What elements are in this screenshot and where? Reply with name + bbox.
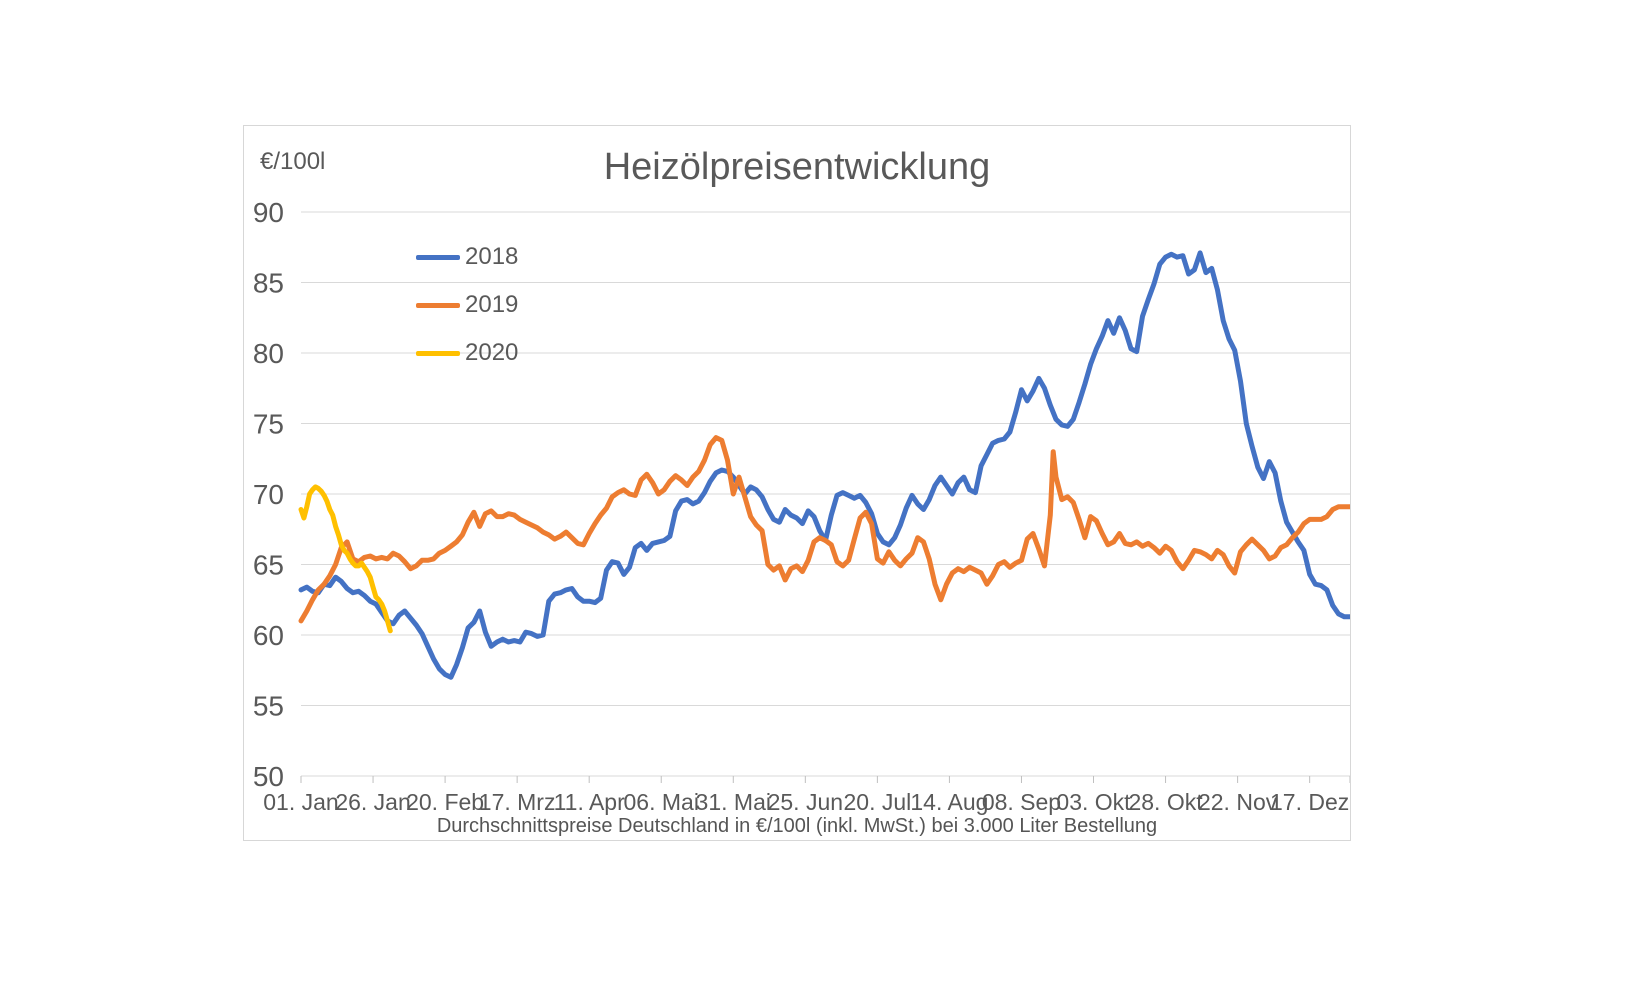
y-axis-tick-label: 80 (253, 338, 284, 369)
x-axis-tick-label: 03. Okt (1056, 789, 1131, 815)
legend-label-2019: 2019 (465, 291, 519, 318)
legend-item-2020: 2020 (416, 329, 518, 377)
y-axis-unit-label: €/100l (260, 148, 326, 175)
y-axis-tick-label: 50 (253, 761, 284, 792)
y-axis-tick-label: 90 (253, 197, 284, 228)
series-line-2020 (298, 484, 393, 634)
x-axis-tick-label: 28. Okt (1128, 789, 1203, 815)
x-axis-tick-label: 22. Nov (1198, 789, 1278, 815)
chart-title: Heizölpreisentwicklung (603, 146, 991, 188)
y-axis-tick-label: 55 (253, 691, 284, 722)
legend-swatch-2018-icon (416, 254, 460, 260)
x-axis-tick-label: 20. Jul (843, 789, 911, 815)
x-axis-tick-label: 26. Jan (335, 789, 410, 815)
legend: 2018 2019 2020 (416, 233, 518, 377)
legend-swatch-2020-icon (416, 350, 460, 356)
y-axis-tick-label: 75 (253, 409, 284, 440)
chart-caption: Durchschnittspreise Deutschland in €/100… (436, 815, 1158, 837)
x-axis-tick-label: 17. Mrz (479, 789, 556, 815)
x-axis-tick-label: 01. Jan (263, 789, 338, 815)
y-axis-tick-label: 70 (253, 479, 284, 510)
y-axis-tick-label: 60 (253, 620, 284, 651)
x-axis-tick-label: 06. Mai (624, 789, 699, 815)
legend-item-2018: 2018 (416, 233, 518, 281)
legend-item-2019: 2019 (416, 281, 518, 329)
x-axis-tick-label: 25. Jun (768, 789, 843, 815)
series-line-2019 (298, 435, 1350, 624)
x-axis-tick-label: 11. Apr (554, 789, 626, 815)
chart-frame: 50 55 60 65 70 75 80 85 90 01. Jan 26. Jan 20. Feb 1… (243, 125, 1351, 841)
legend-swatch-2019-icon (416, 302, 460, 308)
x-axis-tick-label: 14. Aug (910, 789, 988, 815)
y-axis-tick-label: 65 (253, 550, 284, 581)
x-axis-tick-label: 20. Feb (406, 789, 484, 815)
y-axis-tick-label: 85 (253, 268, 284, 299)
x-axis-tick-label: 08. Sep (982, 789, 1061, 815)
x-axis-tick-label: 17. Dez (1270, 789, 1349, 815)
legend-label-2018: 2018 (465, 243, 519, 270)
legend-label-2020: 2020 (465, 339, 519, 366)
x-axis-tick-label: 31. Mai (696, 789, 771, 815)
